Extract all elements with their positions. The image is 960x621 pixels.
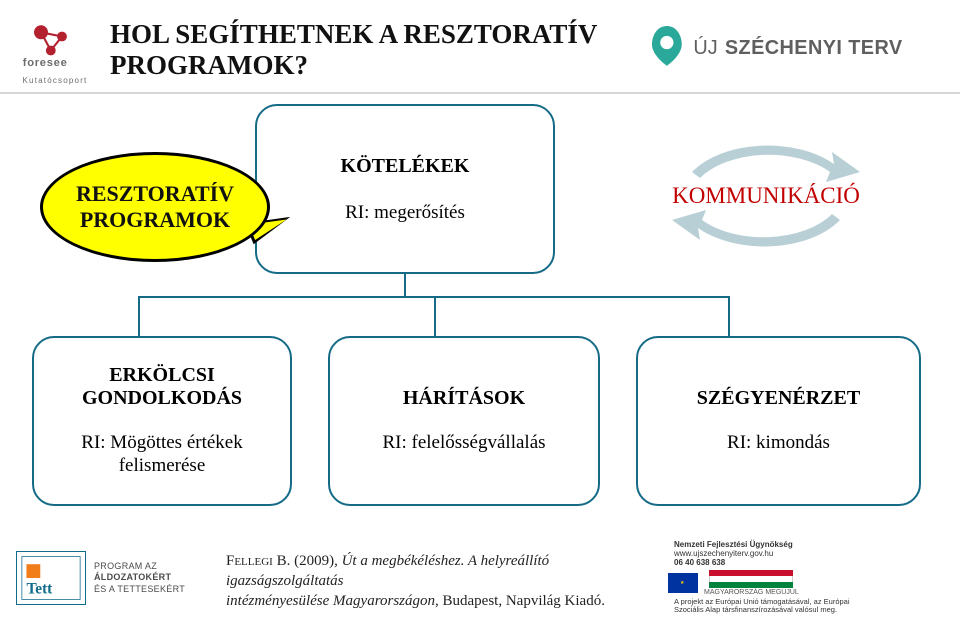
foresee-subtitle: Kutatócsoport: [23, 76, 88, 85]
box-kotelekek: KÖTELÉKEK RI: megerősítés: [255, 104, 555, 274]
box-kotelekek-heading: KÖTELÉKEK: [341, 155, 470, 178]
box-erkolcsi: ERKÖLCSI GONDOLKODÁS RI: Mögöttes értéke…: [32, 336, 292, 506]
cit-author: Fellegi: [226, 553, 273, 569]
box-szegyen: SZÉGYENÉRZET RI: kimondás: [636, 336, 921, 506]
nfu-url: www.ujszechenyiterv.gov.hu: [674, 549, 773, 558]
tett-icon: Tett: [20, 555, 82, 601]
header: foresee Kutatócsoport HOL SEGÍTHETNEK A …: [0, 0, 960, 94]
connector-trunk: [404, 274, 406, 296]
callout-line2: PROGRAMOK: [80, 207, 230, 233]
box-kotelekek-sub: RI: megerősítés: [345, 202, 465, 224]
communication-label: KOMMUNIKÁCIÓ: [672, 183, 860, 209]
footer: Tett PROGRAM AZ ÁLDOZATOKÉRT ÉS A TETTES…: [0, 541, 960, 621]
connector-drop2: [434, 296, 436, 336]
nfu-name: Nemzeti Fejlesztési Ügynökség: [674, 540, 793, 549]
svg-text:foresee: foresee: [23, 56, 68, 68]
box-haritasok-heading: HÁRÍTÁSOK: [403, 387, 525, 410]
tett-logo: Tett: [16, 551, 86, 605]
box-szegyen-sub: RI: kimondás: [727, 432, 830, 455]
paz-l1: PROGRAM AZ: [94, 561, 204, 572]
box-szegyen-heading: SZÉGYENÉRZET: [697, 387, 860, 410]
title-line2: PROGRAMOK?: [110, 50, 308, 80]
szechenyi-logo: ÚJ SZÉCHENYI TERV: [642, 8, 940, 92]
title-line1: HOL SEGÍTHETNEK A RESZTORATÍV: [110, 19, 597, 49]
footer-right: Nemzeti Fejlesztési Ügynökség www.ujszec…: [668, 541, 948, 615]
foresee-icon: foresee: [20, 20, 90, 74]
box-erkolcsi-heading: ERKÖLCSI GONDOLKODÁS: [82, 364, 242, 410]
communication-wrap: KOMMUNIKÁCIÓ: [646, 126, 886, 266]
box-haritasok-sub: RI: felelősségvállalás: [382, 432, 545, 455]
hu-flag-icon: MAGYARORSZÁG MEGÚJUL: [704, 570, 799, 596]
box-haritasok: HÁRÍTÁSOK RI: felelősségvállalás: [328, 336, 600, 506]
szechenyi-icon: ÚJ SZÉCHENYI TERV: [642, 21, 940, 79]
paz-l3: ÉS A TETTESEKÉRT: [94, 584, 204, 595]
foresee-logo: foresee Kutatócsoport: [0, 16, 110, 85]
svg-text:Tett: Tett: [26, 580, 53, 597]
szech-name-text: SZÉCHENYI TERV: [725, 36, 903, 59]
cit-r2: intézményesülése Magyarországon,: [226, 593, 443, 609]
nfu-tel: 06 40 638 638: [674, 558, 725, 567]
hu-flag-label: MAGYARORSZÁG MEGÚJUL: [704, 589, 799, 596]
flag-row: MAGYARORSZÁG MEGÚJUL: [668, 570, 948, 596]
eu-flag-icon: [668, 573, 698, 593]
nfu-block: Nemzeti Fejlesztési Ügynökség www.ujszec…: [668, 541, 948, 567]
callout-resztorativ: RESZTORATÍV PROGRAMOK: [40, 152, 270, 262]
cit-r3: Budapest, Napvilág Kiadó.: [443, 593, 605, 609]
box-erkolcsi-sub: RI: Mögöttes értékek felismerése: [81, 432, 242, 478]
cit-r1: B. (2009),: [273, 553, 342, 569]
citation: Fellegi B. (2009), Út a megbékéléshez. A…: [226, 545, 668, 612]
page-title: HOL SEGÍTHETNEK A RESZTORATÍV PROGRAMOK?: [110, 19, 642, 81]
paz-l2: ÁLDOZATOKÉRT: [94, 572, 204, 583]
proj-l2: Szociális Alap társfinanszírozásával val…: [674, 605, 837, 614]
connector-drop1: [138, 296, 140, 336]
connector-drop3: [728, 296, 730, 336]
program-az-block: PROGRAM AZ ÁLDOZATOKÉRT ÉS A TETTESEKÉRT: [94, 561, 204, 595]
callout-line1: RESZTORATÍV: [76, 181, 234, 207]
project-note: A projekt az Európai Unió támogatásával,…: [668, 598, 948, 615]
szech-uj-text: ÚJ: [693, 36, 717, 59]
diagram: KÖTELÉKEK RI: megerősítés RESZTORATÍV PR…: [0, 94, 960, 524]
